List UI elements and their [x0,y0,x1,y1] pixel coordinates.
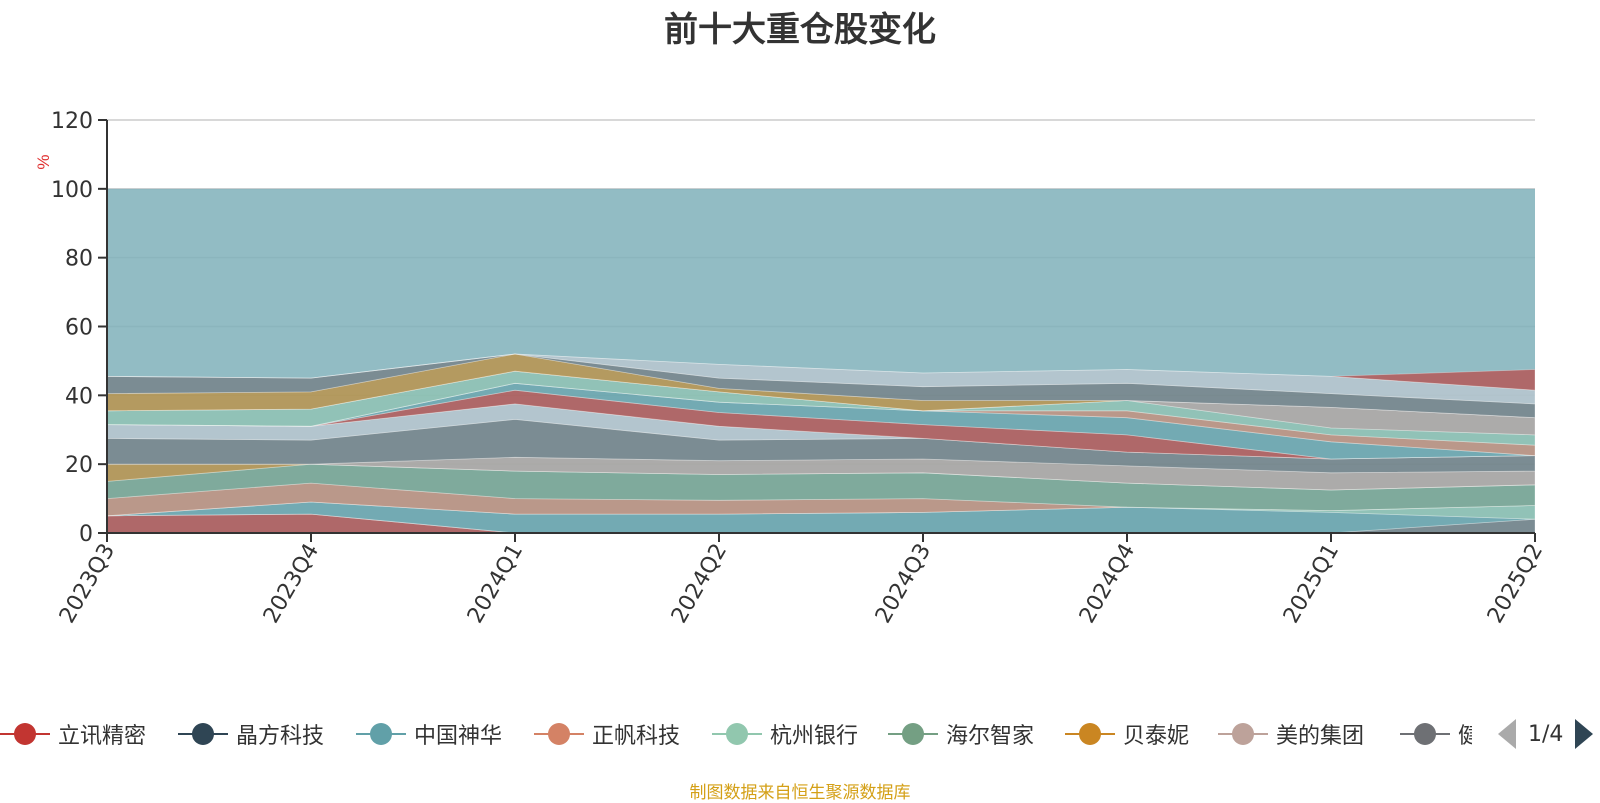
legend-label: 贝泰妮 [1123,724,1190,749]
legend-item[interactable]: 海尔智家 [888,712,1034,756]
legend-marker [888,722,938,746]
legend: 立讯精密 晶方科技 中国神华 正帆科技 杭州银行 海尔智家 贝泰妮 美的集团 健| [0,712,1472,756]
legend-pager: 1/4 [1498,712,1594,756]
legend-marker [712,722,762,746]
legend-item[interactable]: 中国神华 [356,712,502,756]
legend-label: 健| [1458,724,1472,749]
legend-label: 正帆科技 [592,724,681,749]
legend-next-page-button[interactable] [1575,719,1594,749]
y-tick-label: 0 [79,522,93,547]
legend-label: 晶方科技 [236,724,325,749]
x-tick-label: 2023Q4 [259,540,324,628]
y-tick-label: 100 [51,178,93,203]
y-tick-label: 80 [65,247,93,272]
legend-label: 中国神华 [414,724,503,749]
legend-item[interactable]: 美的集团 [1218,712,1364,756]
legend-label: 美的集团 [1276,724,1365,749]
legend-label: 杭州银行 [770,724,859,749]
legend-marker [1065,722,1115,746]
legend-item[interactable]: 贝泰妮 [1065,712,1189,756]
legend-item[interactable]: 正帆科技 [534,712,680,756]
y-tick-label: 40 [65,384,93,409]
legend-page-indicator: 1/4 [1528,721,1564,747]
legend-marker [1218,722,1268,746]
legend-label: 海尔智家 [946,724,1035,749]
legend-marker [178,722,228,746]
legend-label: 立讯精密 [58,724,147,749]
legend-item[interactable]: 晶方科技 [178,712,324,756]
y-tick-label: 20 [65,453,93,478]
y-tick-label: 120 [51,109,93,134]
chart-title: 前十大重仓股变化 [664,10,936,50]
y-axis-unit: % [34,154,53,169]
legend-item[interactable]: 健| [1400,712,1472,756]
legend-prev-page-button[interactable] [1498,719,1516,749]
y-tick-label: 60 [65,316,93,341]
legend-marker [1400,722,1450,746]
source-note: 制图数据来自恒生聚源数据库 [689,783,911,803]
stacked-area-band [106,353,1536,405]
x-tick-label: 2024Q3 [871,540,936,628]
x-tick-label: 2024Q1 [463,540,528,628]
stacked-area-band [106,353,1536,391]
legend-item[interactable]: 立讯精密 [0,712,146,756]
legend-marker [356,722,406,746]
legend-marker [0,722,50,746]
x-tick-label: 2023Q3 [55,540,120,628]
x-tick-label: 2025Q2 [1483,540,1548,628]
x-tick-label: 2024Q4 [1075,540,1140,628]
x-tick-label: 2025Q1 [1279,540,1344,628]
legend-marker [534,722,584,746]
x-tick-label: 2024Q2 [667,540,732,628]
stacked-area-band [106,418,1536,474]
stacked-area-band [106,353,1536,419]
legend-item[interactable]: 杭州银行 [712,712,858,756]
